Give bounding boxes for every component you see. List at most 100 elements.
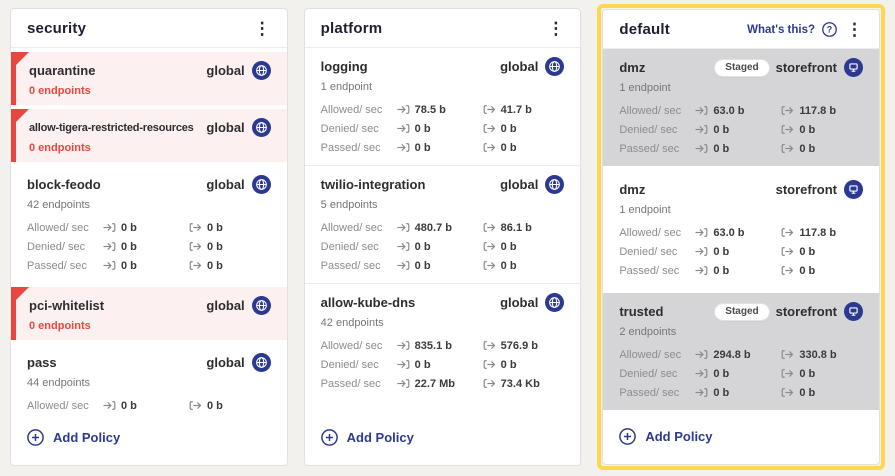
ingress-stat: 0 b xyxy=(695,368,781,380)
traffic-stats: Allowed/ sec 480.7 b 86.1 b Denied/ sec 0 b 0… xyxy=(321,218,565,275)
ingress-stat: 0 b xyxy=(695,387,781,399)
egress-stat: 330.8 b xyxy=(781,349,837,361)
egress-icon xyxy=(483,340,496,351)
policy-card[interactable]: quarantine global 0 endpoints xyxy=(11,52,287,105)
stat-label: Passed/ sec xyxy=(27,259,87,272)
add-policy-label: Add Policy xyxy=(645,429,713,444)
kebab-menu-icon[interactable]: ⋮ xyxy=(547,19,565,38)
ingress-stat: 835.1 b xyxy=(397,340,483,352)
policy-card[interactable]: allow-kube-dns global 42 endpoints Allowed/… xyxy=(304,283,581,401)
whats-this-link[interactable]: What's this? xyxy=(747,23,816,36)
stat-label: Passed/ sec xyxy=(320,259,381,272)
traffic-stat-row: Passed/ sec 0 b 0 b xyxy=(321,256,565,275)
stat-label: Passed/ sec xyxy=(619,386,680,399)
policy-name: block-feodo xyxy=(27,177,101,192)
policy-scope-label: global xyxy=(500,295,539,310)
tier-title: security xyxy=(27,20,87,37)
egress-value: 0 b xyxy=(500,141,517,154)
policy-card[interactable]: trusted Staged storefront 2 endpoints Allowe… xyxy=(603,293,880,410)
policy-scope-label: global xyxy=(206,120,245,135)
ingress-value: 0 b xyxy=(713,142,730,155)
ingress-icon xyxy=(695,124,708,135)
policy-card[interactable]: logging global 1 endpoint Allowed/ sec 78.5 … xyxy=(304,48,581,165)
add-policy-label: Add Policy xyxy=(346,430,414,445)
egress-value: 576.9 b xyxy=(500,339,538,352)
egress-icon xyxy=(781,124,794,135)
add-policy-icon xyxy=(619,428,637,445)
egress-value: 86.1 b xyxy=(500,221,532,234)
traffic-stat-row: Passed/ sec 0 b 0 b xyxy=(321,138,565,157)
policy-name: pass xyxy=(27,355,57,370)
kebab-menu-icon[interactable]: ⋮ xyxy=(253,19,271,38)
endpoint-count: 0 endpoints xyxy=(29,85,91,97)
egress-icon xyxy=(483,222,496,233)
egress-icon xyxy=(189,400,202,411)
ingress-stat: 294.8 b xyxy=(695,349,781,361)
stat-label: Denied/ sec xyxy=(619,123,678,136)
egress-icon xyxy=(781,246,794,257)
policy-card-header: allow-tigera-restricted-resources global xyxy=(29,118,271,137)
egress-stat: 41.7 b xyxy=(483,104,532,116)
egress-icon xyxy=(483,241,496,252)
egress-value: 0 b xyxy=(207,399,223,412)
policy-card-list: dmz Staged storefront 1 endpoint Allowed/ se… xyxy=(603,49,880,417)
ingress-icon xyxy=(695,246,708,257)
egress-icon xyxy=(781,227,794,238)
egress-stat: 0 b xyxy=(781,387,815,399)
policy-name: allow-kube-dns xyxy=(320,295,416,310)
add-policy-button[interactable]: Add Policy xyxy=(27,429,120,446)
stat-label: Passed/ sec xyxy=(320,141,381,154)
add-policy-button[interactable]: Add Policy xyxy=(320,429,414,446)
policy-card[interactable]: trustedstorefront xyxy=(603,415,880,417)
ingress-value: 480.7 b xyxy=(414,221,452,234)
policy-card-header: dmz Staged storefront xyxy=(619,58,864,77)
add-policy-icon xyxy=(27,429,44,446)
ingress-icon xyxy=(695,143,708,154)
policy-card[interactable]: block-feodo global 42 endpoints Allowed/ se… xyxy=(11,166,287,283)
ingress-stat: 63.0 b xyxy=(695,227,781,239)
policy-scope-label: storefront xyxy=(775,182,838,197)
kebab-menu-icon[interactable]: ⋮ xyxy=(846,20,864,39)
globe-icon xyxy=(251,175,271,194)
stat-label: Allowed/ sec xyxy=(619,226,682,239)
egress-stat: 576.9 b xyxy=(483,340,538,352)
stat-label: Allowed/ sec xyxy=(619,104,682,117)
egress-stat: 0 b xyxy=(483,123,517,135)
traffic-stat-row: Passed/ sec 0 b 0 b xyxy=(619,261,863,280)
policy-card[interactable]: dmz Staged storefront 1 endpoint Allowed/ se… xyxy=(603,49,880,166)
ingress-value: 0 b xyxy=(121,221,137,234)
ingress-stat: 0 b xyxy=(397,359,483,371)
ingress-stat: 22.7 Mb xyxy=(397,378,483,390)
policy-card[interactable]: twilio-integration global 5 endpoints Allow… xyxy=(304,165,581,283)
policy-card[interactable]: allow-tigera-restricted-resources global 0… xyxy=(11,109,287,162)
egress-icon xyxy=(781,368,794,379)
help-icon[interactable]: ? xyxy=(822,22,837,37)
stat-label: Passed/ sec xyxy=(320,377,381,390)
egress-stat: 117.8 b xyxy=(781,105,836,117)
ingress-icon xyxy=(103,260,116,271)
policy-card[interactable]: dmz storefront 1 endpoint Allowed/ sec 63.0 … xyxy=(603,171,880,288)
storefront-icon xyxy=(844,58,864,77)
policy-name: twilio-integration xyxy=(320,177,426,192)
add-policy-button[interactable]: Add Policy xyxy=(619,428,713,445)
egress-stat: 0 b xyxy=(189,260,223,272)
stat-label: Denied/ sec xyxy=(320,240,379,253)
egress-icon xyxy=(483,378,496,389)
ingress-value: 0 b xyxy=(121,399,137,412)
ingress-icon xyxy=(103,241,116,252)
egress-value: 0 b xyxy=(799,264,816,277)
ingress-value: 0 b xyxy=(713,123,730,136)
traffic-stats: Allowed/ sec 63.0 b 117.8 b Denied/ sec 0 b 0… xyxy=(619,223,863,280)
globe-icon xyxy=(251,353,271,372)
ingress-value: 78.5 b xyxy=(414,103,446,116)
ingress-icon xyxy=(397,260,410,271)
endpoint-count: 1 endpoint xyxy=(320,81,373,93)
tier-column-highlight: platform ⋮ logging global 1 endpoint Allowed/… xyxy=(303,8,582,466)
policy-card[interactable]: pci-whitelist global 0 endpoints xyxy=(11,287,287,340)
traffic-stats: Allowed/ sec 63.0 b 117.8 b Denied/ sec 0 b 0… xyxy=(619,101,863,158)
policy-card[interactable]: pass global 44 endpoints Allowed/ sec 0 b 0 b… xyxy=(11,344,287,418)
globe-icon xyxy=(545,57,565,76)
